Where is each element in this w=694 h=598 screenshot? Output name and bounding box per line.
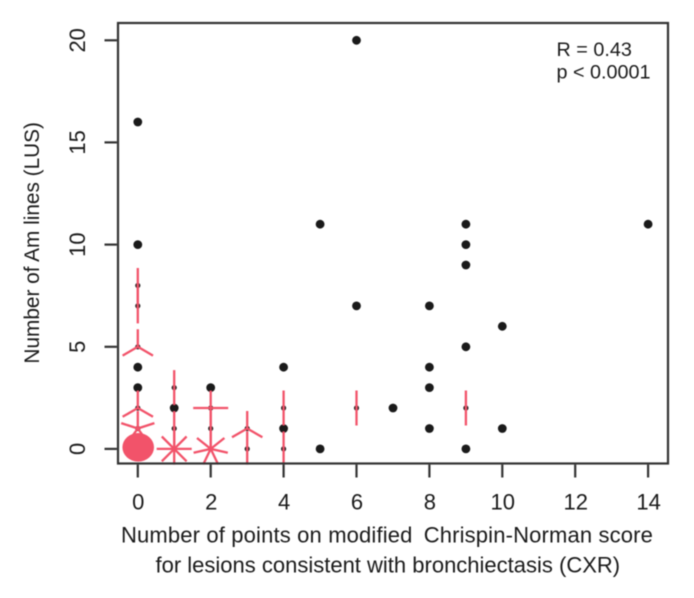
svg-text:14: 14 bbox=[636, 490, 660, 515]
svg-text:Number of points on modified C: Number of points on modified Chrispin-No… bbox=[121, 523, 653, 548]
svg-text:15: 15 bbox=[65, 130, 90, 154]
svg-text:4: 4 bbox=[278, 490, 290, 515]
svg-text:5: 5 bbox=[65, 341, 90, 353]
svg-text:R = 0.43: R = 0.43 bbox=[557, 39, 632, 61]
svg-text:12: 12 bbox=[563, 490, 587, 515]
svg-text:0: 0 bbox=[65, 443, 90, 455]
svg-text:for lesions consistent with br: for lesions consistent with bronchiectas… bbox=[155, 553, 620, 578]
svg-text:10: 10 bbox=[65, 232, 90, 256]
svg-text:Number of Am lines (LUS): Number of Am lines (LUS) bbox=[21, 122, 44, 364]
svg-text:10: 10 bbox=[491, 490, 515, 515]
svg-text:p < 0.0001: p < 0.0001 bbox=[557, 62, 651, 84]
svg-text:0: 0 bbox=[132, 490, 144, 515]
svg-text:8: 8 bbox=[424, 490, 436, 515]
svg-text:6: 6 bbox=[351, 490, 363, 515]
svg-text:20: 20 bbox=[65, 28, 90, 52]
svg-text:2: 2 bbox=[205, 490, 217, 515]
